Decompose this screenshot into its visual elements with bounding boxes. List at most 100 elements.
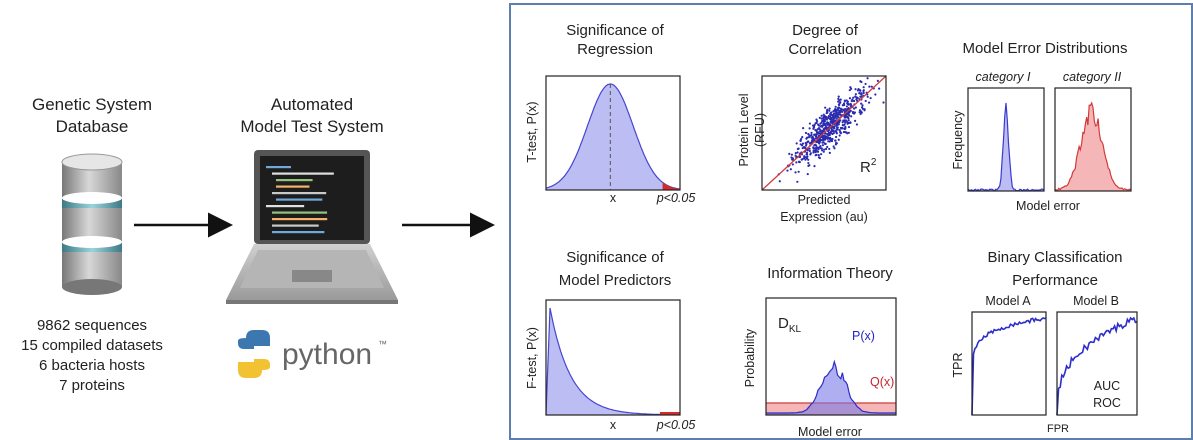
scatter-point xyxy=(859,112,862,116)
scatter-point xyxy=(829,120,833,124)
scatter-point xyxy=(805,137,808,140)
metric-sup: 2 xyxy=(871,157,877,168)
scatter-point xyxy=(844,116,847,119)
scatter-point xyxy=(806,172,809,176)
scatter-point xyxy=(861,104,864,107)
plot-title: Binary Classification xyxy=(987,249,1122,266)
identity-line xyxy=(761,75,887,191)
scatter-point xyxy=(834,116,837,119)
scatter-point xyxy=(795,142,798,145)
scatter-point xyxy=(791,158,794,161)
scatter-point xyxy=(838,129,841,132)
database-icon xyxy=(61,153,123,295)
scatter-point xyxy=(823,134,826,137)
code-line xyxy=(276,198,323,201)
scatter-point xyxy=(844,121,847,124)
scatter-point xyxy=(852,96,855,99)
scatter-point xyxy=(824,142,827,145)
scatter-point xyxy=(821,144,825,147)
scatter-point xyxy=(859,80,862,83)
scatter-point xyxy=(859,95,862,98)
scatter-point xyxy=(882,101,885,104)
scatter-point xyxy=(837,106,840,109)
scatter-point xyxy=(850,115,853,118)
x-label: Model error xyxy=(1016,199,1080,213)
scatter-point xyxy=(810,133,813,137)
scatter-point xyxy=(834,139,837,142)
scatter-point xyxy=(809,152,812,155)
scatter-point xyxy=(833,109,836,112)
scatter-point xyxy=(831,115,834,119)
scatter-point xyxy=(832,145,835,148)
scatter-point xyxy=(823,127,826,130)
tail xyxy=(659,412,680,415)
scatter-point xyxy=(849,121,852,124)
scatter-point xyxy=(818,142,821,145)
scatter-point xyxy=(838,113,841,116)
scatter-point xyxy=(786,169,789,172)
scatter-point xyxy=(826,111,829,114)
scatter-point xyxy=(847,103,850,106)
scatter-point xyxy=(878,87,881,90)
scatter-point xyxy=(854,119,857,123)
scatter-point xyxy=(820,153,823,156)
plot-title: Performance xyxy=(1012,272,1098,289)
scatter-point xyxy=(837,111,840,114)
scatter-point xyxy=(807,161,810,165)
tail xyxy=(662,182,680,190)
scatter-point xyxy=(853,107,856,110)
scatter-point xyxy=(861,107,865,110)
scatter-point xyxy=(820,124,823,128)
scatter-point xyxy=(813,133,816,136)
scatter-point xyxy=(827,115,830,118)
scatter-point xyxy=(866,77,869,80)
scatter-point xyxy=(824,125,828,128)
scatter-point xyxy=(817,131,820,134)
scatter-point xyxy=(828,131,831,135)
scatter-point xyxy=(797,170,800,173)
scatter-point xyxy=(824,147,828,151)
scatter-point xyxy=(801,158,804,161)
scatter-point xyxy=(811,136,815,140)
plot-title: Significance of xyxy=(566,249,664,266)
scatter-point xyxy=(846,102,849,105)
scatter-point xyxy=(796,151,799,154)
plot-frame xyxy=(545,299,681,416)
scatter-point xyxy=(836,128,839,131)
scatter-point xyxy=(837,138,840,141)
scatter-point xyxy=(814,143,817,146)
plot-title: Regression xyxy=(577,41,653,58)
scatter-point xyxy=(790,156,793,159)
plot-title: Model Error Distributions xyxy=(962,40,1127,57)
note: p<0.05 xyxy=(656,418,696,432)
scatter-point xyxy=(794,152,797,155)
scatter-point xyxy=(818,116,821,119)
scatter-point xyxy=(835,109,839,112)
scatter-point xyxy=(842,119,845,123)
scatter-point xyxy=(817,154,820,157)
scatter-point xyxy=(794,154,797,157)
scatter-point xyxy=(836,126,839,129)
scatter-point xyxy=(788,152,791,155)
scatter-point xyxy=(828,147,831,151)
stat: 15 compiled datasets xyxy=(21,337,163,354)
scatter-point xyxy=(804,158,807,161)
scatter-point xyxy=(852,99,855,103)
scatter-point xyxy=(820,149,824,152)
scatter-point xyxy=(860,102,863,105)
scatter-point xyxy=(854,88,857,91)
scatter-point xyxy=(823,122,827,126)
python-logo xyxy=(238,330,270,378)
scatter-point xyxy=(854,95,857,98)
curve xyxy=(545,307,680,416)
scatter-point xyxy=(822,150,825,153)
scatter-point xyxy=(866,95,869,98)
scatter-point xyxy=(797,147,800,150)
scatter-point xyxy=(814,129,817,132)
scatter-point xyxy=(847,117,850,120)
scatter-point xyxy=(821,141,824,144)
scatter-point xyxy=(806,141,809,144)
laptop-icon xyxy=(226,150,398,304)
scatter-point xyxy=(833,147,836,150)
scatter-point xyxy=(842,130,845,134)
